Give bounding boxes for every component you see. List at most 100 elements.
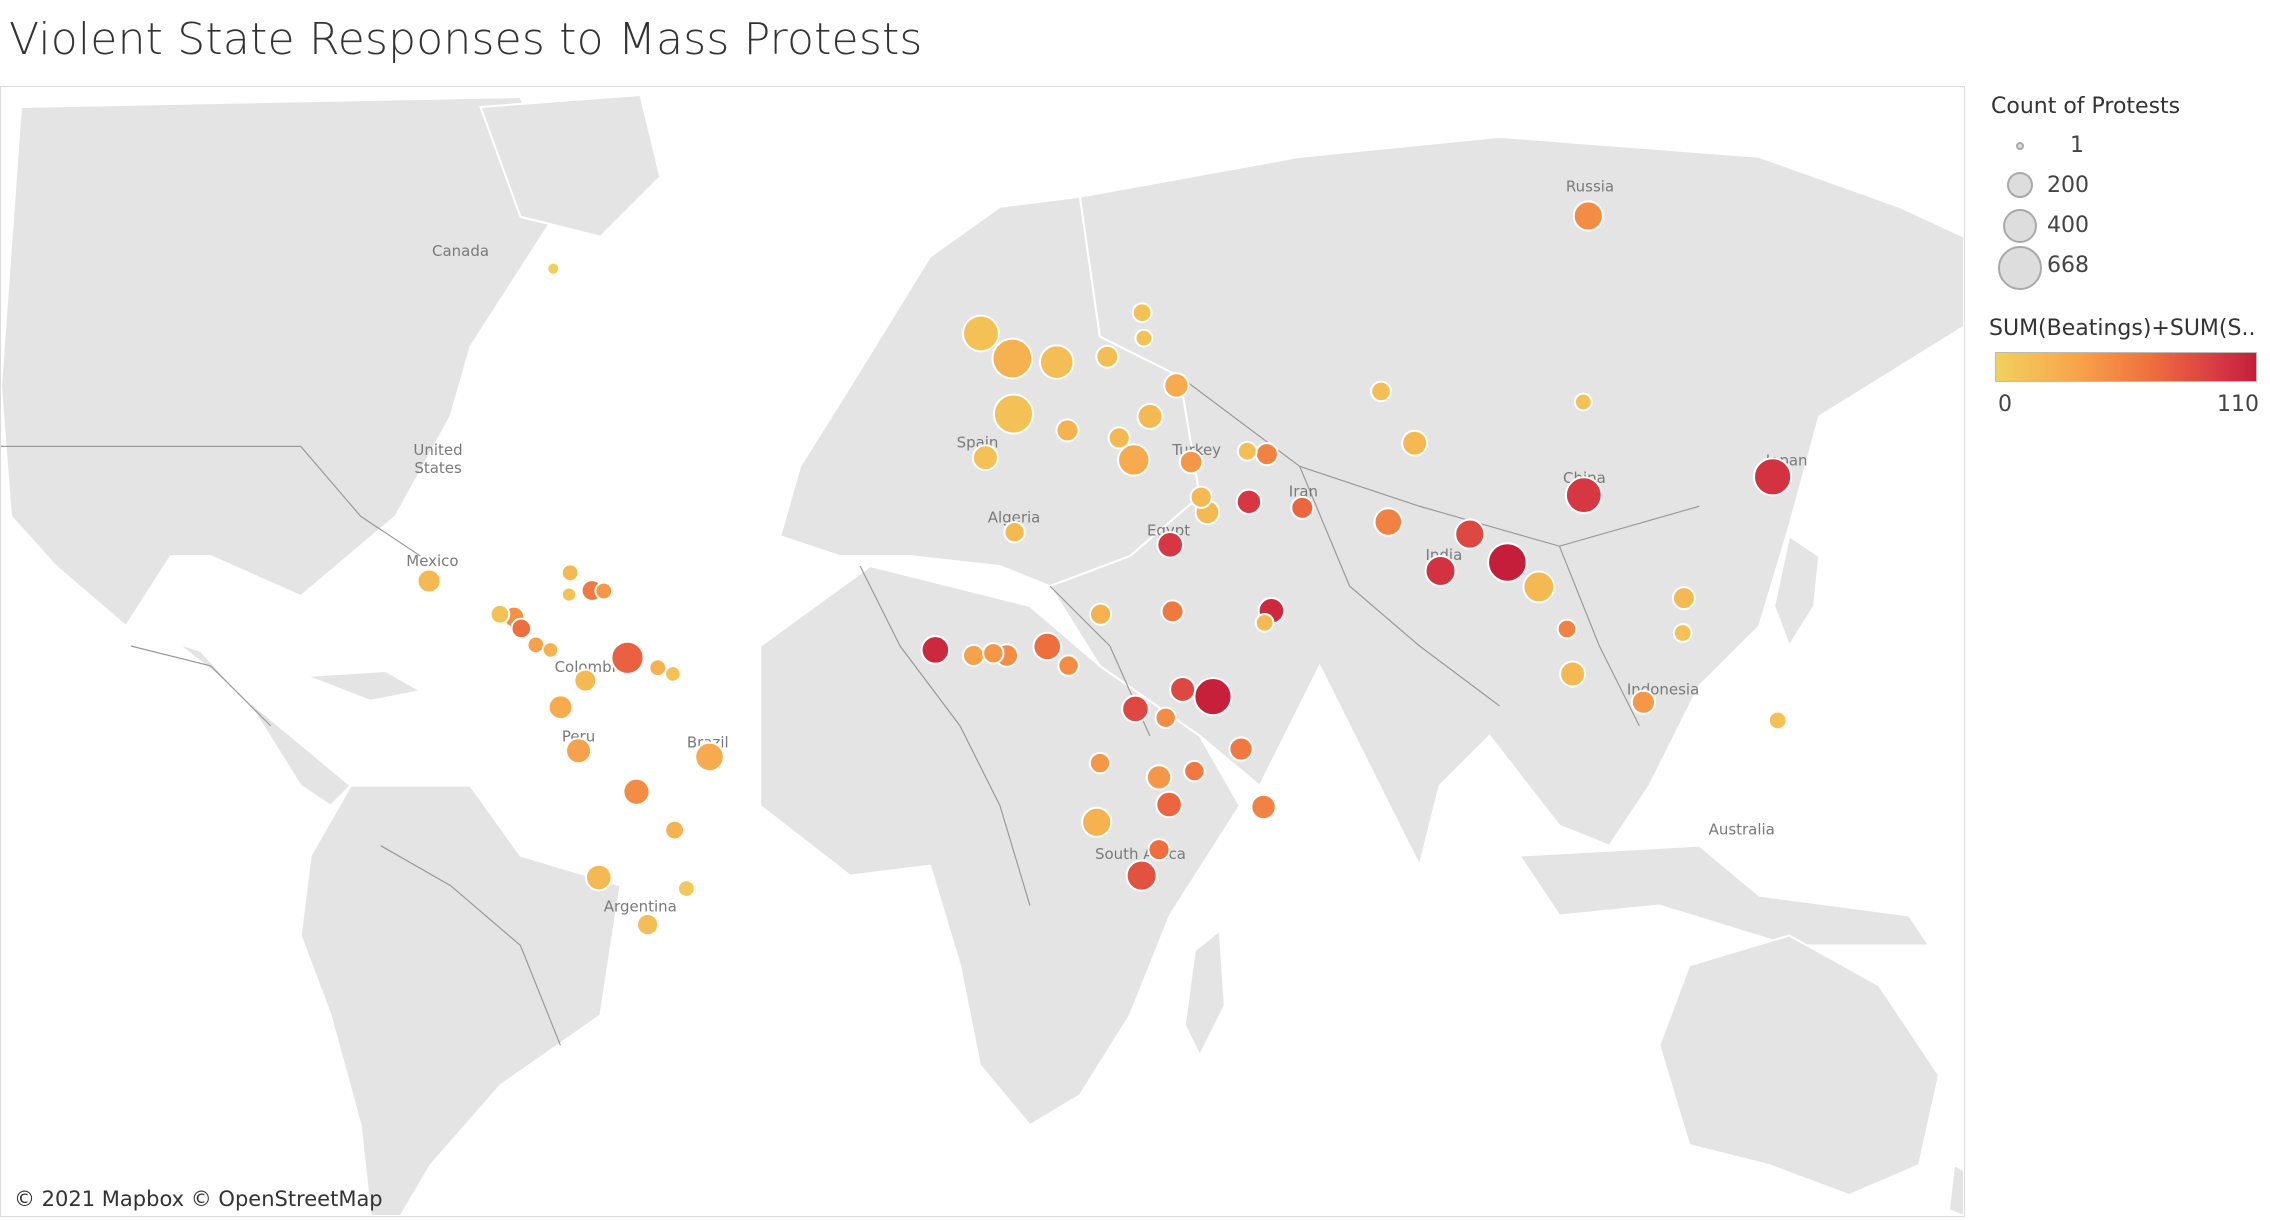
protest-point[interactable] (585, 863, 613, 892)
protest-point[interactable] (1160, 599, 1185, 624)
protest-point[interactable] (489, 603, 511, 625)
protest-point[interactable] (1169, 675, 1197, 703)
protest-point[interactable] (1630, 689, 1657, 715)
protest-point[interactable] (1424, 554, 1457, 587)
protest-point[interactable] (1236, 440, 1258, 462)
greenland (479, 93, 662, 238)
map-labels: CanadaUnitedStatesMexicoColombiaPeruBraz… (406, 177, 1807, 915)
map-attribution[interactable]: © 2021 Mapbox © OpenStreetMap (14, 1187, 383, 1211)
protest-point[interactable] (510, 617, 533, 640)
protest-point[interactable] (560, 563, 580, 583)
australia (1658, 934, 1941, 1197)
protest-point[interactable] (1189, 485, 1213, 509)
north-america (1, 95, 562, 628)
protest-point[interactable] (1522, 570, 1556, 604)
protest-point[interactable] (622, 777, 651, 806)
protest-point[interactable] (1038, 344, 1075, 380)
protest-point[interactable] (1487, 542, 1528, 583)
protest-point[interactable] (636, 913, 660, 937)
protest-point[interactable] (1671, 586, 1696, 611)
protest-point[interactable] (1095, 344, 1120, 369)
map-label: Russia (1566, 177, 1614, 195)
protest-point[interactable] (1145, 764, 1173, 791)
protest-point[interactable] (1250, 793, 1277, 821)
protest-point[interactable] (1155, 790, 1183, 819)
protest-point[interactable] (1228, 736, 1254, 762)
protest-point[interactable] (1556, 618, 1578, 640)
protest-point[interactable] (1401, 429, 1429, 457)
protest-point[interactable] (1254, 442, 1279, 467)
protest-point[interactable] (1290, 495, 1315, 520)
protest-point[interactable] (648, 658, 668, 678)
south-america (299, 784, 622, 1216)
protest-point[interactable] (1134, 328, 1154, 348)
protest-point[interactable] (565, 737, 592, 765)
protest-point[interactable] (1032, 631, 1063, 662)
protest-point[interactable] (982, 642, 1005, 665)
map-label: United (413, 441, 462, 459)
madagascar (1183, 928, 1226, 1058)
protest-point[interactable] (1373, 507, 1404, 537)
size-legend-circle (2016, 142, 2024, 150)
protest-point[interactable] (677, 879, 696, 898)
protest-point[interactable] (594, 581, 614, 601)
protest-point[interactable] (541, 641, 560, 659)
protest-point[interactable] (1564, 476, 1603, 515)
protest-point[interactable] (1136, 402, 1164, 430)
protest-point[interactable] (416, 568, 442, 594)
protest-point[interactable] (610, 640, 645, 675)
map-label: Australia (1709, 820, 1775, 838)
protest-point[interactable] (694, 741, 725, 773)
protest-point[interactable] (1057, 654, 1080, 677)
protest-point[interactable] (560, 586, 578, 603)
protest-point[interactable] (1193, 677, 1233, 717)
protest-point[interactable] (920, 635, 951, 665)
protest-point[interactable] (1767, 710, 1788, 731)
world-map[interactable]: CanadaUnitedStatesMexicoColombiaPeruBraz… (0, 86, 1965, 1217)
protest-point[interactable] (1454, 518, 1486, 550)
protest-point[interactable] (1178, 449, 1204, 475)
protest-point[interactable] (1154, 706, 1177, 729)
protest-point[interactable] (573, 668, 598, 693)
protest-point[interactable] (991, 337, 1034, 380)
map-label: Canada (432, 242, 489, 260)
protest-point[interactable] (546, 261, 561, 276)
southeast-asia-islands (1517, 844, 1931, 947)
landmasses (1, 93, 1964, 1216)
protest-point[interactable] (1003, 521, 1026, 544)
protest-point[interactable] (1573, 392, 1593, 412)
protest-point[interactable] (1088, 751, 1112, 775)
protest-point[interactable] (1254, 612, 1275, 633)
protest-point[interactable] (962, 643, 986, 668)
protest-point[interactable] (1147, 838, 1171, 862)
protest-point[interactable] (1121, 694, 1150, 724)
map-canvas[interactable]: CanadaUnitedStatesMexicoColombiaPeruBraz… (1, 87, 1964, 1216)
protest-point[interactable] (664, 665, 682, 683)
protest-point[interactable] (1107, 426, 1131, 450)
protest-point[interactable] (547, 694, 574, 721)
protest-point[interactable] (1055, 418, 1080, 443)
protest-point[interactable] (992, 393, 1035, 435)
protest-point[interactable] (1559, 660, 1587, 688)
protest-point[interactable] (1125, 859, 1158, 892)
protest-point[interactable] (962, 314, 1000, 353)
protest-point[interactable] (1370, 380, 1392, 403)
size-legend-label: 668 (2047, 253, 2089, 278)
protest-point[interactable] (1117, 443, 1151, 477)
japan (1773, 534, 1821, 649)
protest-point[interactable] (1753, 457, 1793, 497)
protest-point[interactable] (1235, 488, 1263, 516)
size-legend-label: 1 (2070, 133, 2084, 158)
protest-point[interactable] (1572, 200, 1604, 232)
map-label: Colombia (555, 658, 625, 676)
protest-point[interactable] (1183, 759, 1206, 783)
protest-point[interactable] (1081, 806, 1113, 838)
protest-point[interactable] (664, 819, 686, 841)
protest-point[interactable] (1156, 531, 1184, 559)
protest-point[interactable] (1672, 623, 1693, 643)
protest-point[interactable] (1088, 602, 1113, 626)
size-legend-label: 400 (2047, 213, 2089, 238)
protest-point[interactable] (1163, 372, 1190, 399)
protest-point[interactable] (1131, 302, 1153, 324)
protest-point[interactable] (971, 444, 999, 472)
